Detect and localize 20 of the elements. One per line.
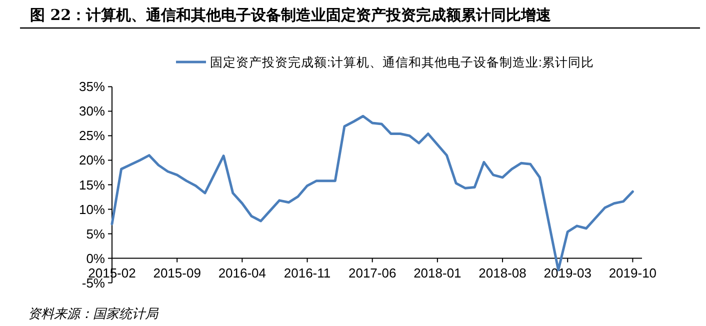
legend: 固定资产投资完成额:计算机、通信和其他电子设备制造业:累计同比 [176,56,594,70]
y-tick-label: 5% [86,226,106,242]
y-tick-label: 30% [78,104,106,119]
y-tick-label: 10% [78,202,106,217]
y-tick-label: 35% [78,79,106,94]
x-tick-label: 2018-08 [478,265,526,280]
y-tick-label: 20% [78,152,106,168]
chart-title: 图 22：计算机、通信和其他电子设备制造业固定资产投资完成额累计同比增速 [30,6,552,24]
x-tick-label: 2019-10 [608,265,657,280]
x-tick-label: 2017-06 [348,265,396,280]
y-tick-label: 25% [78,128,106,144]
y-tick-label: 15% [78,177,106,192]
x-tick-label: 2015-09 [153,265,201,280]
x-tick-label: 2016-04 [218,265,266,280]
annotation: 资料来源：国家统计局 [28,307,158,322]
x-tick-label: 2019-03 [544,265,592,280]
x-tick-label: 2018-01 [414,265,462,280]
y-tick-label: 0% [86,250,106,266]
title: 图 22：计算机、通信和其他电子设备制造业固定资产投资完成额累计同比增速 [20,6,700,29]
x-tick-label: 2016-11 [284,265,331,280]
